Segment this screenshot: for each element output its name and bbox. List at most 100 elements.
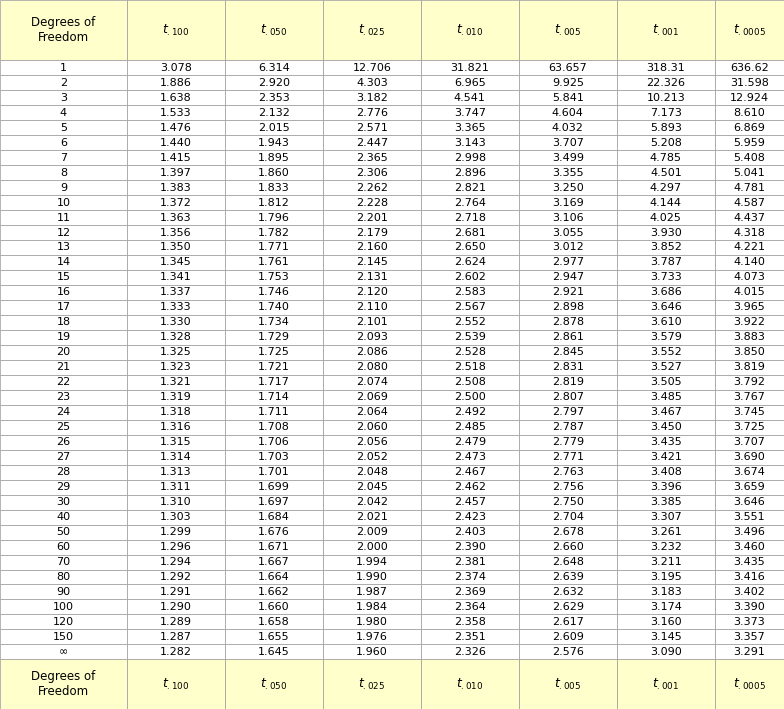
Text: 2.080: 2.080 — [356, 362, 388, 372]
Text: 3.408: 3.408 — [650, 467, 682, 477]
Bar — [225, 225, 323, 240]
Text: 2.920: 2.920 — [258, 78, 290, 88]
Text: 2.845: 2.845 — [552, 347, 584, 357]
Text: 5.959: 5.959 — [734, 138, 765, 147]
Bar — [519, 375, 617, 390]
Bar — [323, 540, 421, 554]
Bar — [421, 315, 519, 330]
Text: $t_{.100}$: $t_{.100}$ — [162, 676, 190, 692]
Bar — [323, 525, 421, 540]
Bar — [715, 180, 784, 195]
Text: 6: 6 — [60, 138, 67, 147]
Bar — [617, 479, 715, 495]
Bar — [0, 630, 127, 644]
Text: 2.056: 2.056 — [356, 437, 388, 447]
Text: 2.776: 2.776 — [356, 108, 388, 118]
Bar — [421, 525, 519, 540]
Text: 3.733: 3.733 — [650, 272, 682, 282]
Text: 2.977: 2.977 — [552, 257, 584, 267]
Bar — [225, 435, 323, 450]
Bar — [519, 359, 617, 375]
Bar — [617, 90, 715, 105]
Text: 9.925: 9.925 — [552, 78, 584, 88]
Text: 1.812: 1.812 — [258, 198, 290, 208]
Bar — [617, 464, 715, 479]
Text: 2.228: 2.228 — [356, 198, 388, 208]
Bar — [323, 60, 421, 75]
Bar — [0, 599, 127, 615]
Text: 1.282: 1.282 — [160, 647, 192, 657]
Bar — [0, 464, 127, 479]
Bar — [617, 165, 715, 180]
Bar — [617, 180, 715, 195]
Bar — [519, 270, 617, 285]
Bar — [617, 390, 715, 405]
Text: 1.746: 1.746 — [258, 287, 290, 297]
Text: 2.500: 2.500 — [454, 392, 486, 402]
Bar — [617, 135, 715, 150]
Text: 3.930: 3.930 — [650, 228, 682, 238]
Bar — [0, 90, 127, 105]
Bar — [421, 0, 519, 60]
Bar — [617, 525, 715, 540]
Text: 3.160: 3.160 — [650, 617, 681, 627]
Bar — [0, 644, 127, 659]
Text: $t_{.050}$: $t_{.050}$ — [260, 676, 288, 692]
Text: 1.671: 1.671 — [258, 542, 290, 552]
Bar — [715, 510, 784, 525]
Text: 4.781: 4.781 — [734, 183, 765, 193]
Bar — [323, 630, 421, 644]
Text: 2.609: 2.609 — [552, 632, 584, 642]
Bar — [519, 330, 617, 345]
Text: 2.064: 2.064 — [356, 407, 388, 417]
Text: 2.160: 2.160 — [356, 242, 388, 252]
Text: 2.528: 2.528 — [454, 347, 486, 357]
Bar — [127, 345, 225, 359]
Text: 3: 3 — [60, 93, 67, 103]
Text: 3.579: 3.579 — [650, 333, 682, 342]
Text: 3.787: 3.787 — [650, 257, 682, 267]
Text: 7.173: 7.173 — [650, 108, 682, 118]
Text: 2.381: 2.381 — [454, 557, 486, 567]
Bar — [421, 435, 519, 450]
Bar — [225, 0, 323, 60]
Text: 3.725: 3.725 — [734, 423, 765, 432]
Bar — [421, 135, 519, 150]
Text: 2.583: 2.583 — [454, 287, 486, 297]
Text: 4.221: 4.221 — [734, 242, 765, 252]
Text: 2.821: 2.821 — [454, 183, 486, 193]
Text: 3.922: 3.922 — [734, 318, 765, 328]
Text: 5.408: 5.408 — [734, 152, 765, 162]
Text: 3.485: 3.485 — [650, 392, 682, 402]
Bar — [323, 659, 421, 709]
Bar — [715, 464, 784, 479]
Bar — [323, 330, 421, 345]
Bar — [715, 120, 784, 135]
Text: 2.326: 2.326 — [454, 647, 486, 657]
Text: 1.717: 1.717 — [258, 377, 290, 387]
Bar — [127, 90, 225, 105]
Text: 4.144: 4.144 — [650, 198, 682, 208]
Bar — [519, 255, 617, 270]
Bar — [323, 225, 421, 240]
Bar — [519, 510, 617, 525]
Bar — [715, 450, 784, 464]
Text: $t_{.001}$: $t_{.001}$ — [652, 23, 680, 38]
Text: 63.657: 63.657 — [549, 63, 587, 73]
Bar — [323, 435, 421, 450]
Bar — [0, 569, 127, 584]
Text: 1.994: 1.994 — [356, 557, 388, 567]
Bar — [519, 0, 617, 60]
Bar — [127, 584, 225, 599]
Text: 3.211: 3.211 — [650, 557, 682, 567]
Text: 25: 25 — [56, 423, 71, 432]
Bar — [225, 479, 323, 495]
Bar — [127, 210, 225, 225]
Text: 1.321: 1.321 — [160, 377, 192, 387]
Bar — [225, 420, 323, 435]
Text: 3.646: 3.646 — [650, 303, 682, 313]
Text: 5.208: 5.208 — [650, 138, 682, 147]
Text: 3.055: 3.055 — [552, 228, 583, 238]
Bar — [127, 420, 225, 435]
Bar — [715, 210, 784, 225]
